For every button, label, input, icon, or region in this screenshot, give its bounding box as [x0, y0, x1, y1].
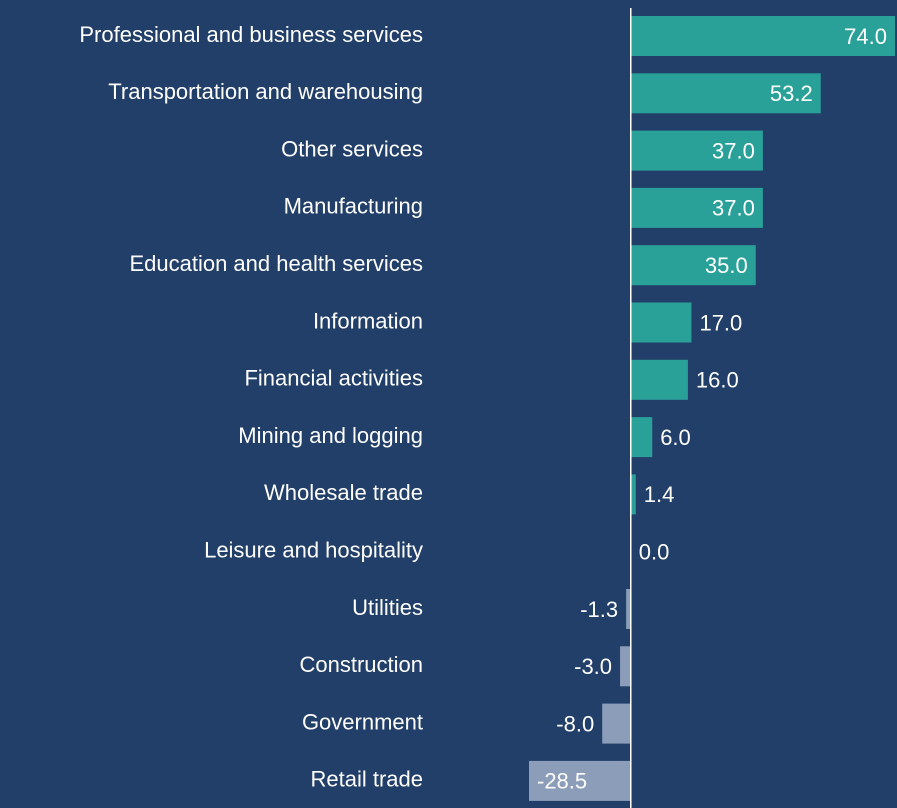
category-label: Utilities [352, 595, 423, 620]
bar [630, 359, 688, 400]
category-label: Government [302, 709, 423, 734]
bar [630, 16, 895, 56]
bar [620, 646, 631, 687]
value-label: 17.0 [699, 310, 742, 335]
bar [630, 130, 763, 171]
bar [630, 187, 763, 228]
bar [630, 245, 756, 286]
value-label: 35.0 [705, 253, 748, 278]
bar [630, 417, 653, 458]
value-label: 74.0 [844, 24, 887, 49]
category-label: Wholesale trade [264, 480, 423, 505]
category-label: Mining and logging [238, 423, 423, 448]
category-label: Construction [299, 652, 423, 677]
category-label: Education and health services [129, 251, 423, 276]
category-label: Information [313, 308, 423, 333]
category-label: Professional and business services [79, 22, 423, 47]
category-label: Transportation and warehousing [108, 79, 423, 104]
category-label: Retail trade [310, 767, 423, 792]
value-label: -1.3 [580, 597, 618, 622]
value-label: 0.0 [639, 540, 670, 565]
bar [630, 474, 636, 515]
value-label: 37.0 [712, 138, 755, 163]
bar [630, 302, 692, 343]
value-label: 53.2 [770, 81, 813, 106]
bar [529, 760, 631, 801]
value-label: -28.5 [537, 769, 587, 794]
value-label: -8.0 [556, 711, 594, 736]
value-label: 16.0 [696, 368, 739, 393]
value-label: 1.4 [644, 482, 675, 507]
bar [602, 703, 631, 744]
bar [626, 589, 631, 629]
bar [630, 73, 821, 114]
value-label: -3.0 [574, 654, 612, 679]
value-label: 37.0 [712, 196, 755, 221]
category-label: Financial activities [244, 366, 423, 391]
value-label: 6.0 [660, 425, 691, 450]
category-label: Leisure and hospitality [204, 538, 423, 563]
category-label: Manufacturing [284, 194, 423, 219]
category-label: Other services [281, 136, 423, 161]
